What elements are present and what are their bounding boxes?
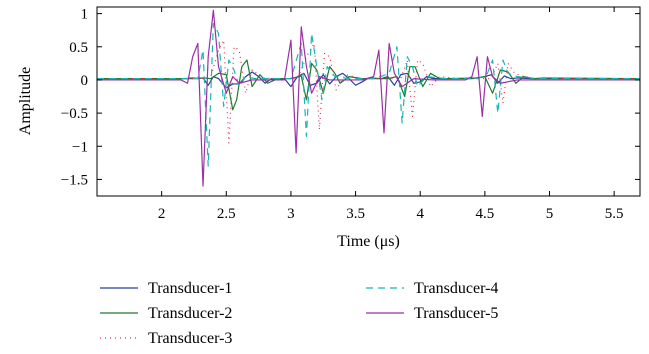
x-tick-label: 3 [287,206,295,222]
legend-label: Transducer-5 [414,305,498,322]
y-tick-label: 0 [81,73,89,89]
x-tick-label: 5.5 [605,206,624,222]
series-line-3 [97,39,640,144]
x-tick-label: 5 [546,206,554,222]
x-tick-label: 4.5 [475,206,494,222]
legend-label: Transducer-2 [148,305,232,322]
x-tick-label: 2 [158,206,166,222]
legend-label: Transducer-4 [414,280,498,297]
y-axis-label: Amplitude [17,67,34,135]
legend-label: Transducer-3 [148,330,232,347]
x-tick-label: 3.5 [346,206,365,222]
series-line-4 [97,22,640,167]
plot-frame [96,6,641,197]
y-tick-label: 0.5 [69,40,88,56]
legend-label: Transducer-1 [148,280,232,297]
y-tick-label: −1 [72,139,88,155]
y-tick-label: −1.5 [61,172,88,188]
series-line-2 [97,59,640,111]
legend: Transducer-1 Transducer-2 Transducer-3 Tran… [100,280,498,347]
x-tick-label: 4 [416,206,424,222]
x-tick-label: 2.5 [217,206,236,222]
y-tick-label: −0.5 [61,106,88,122]
ticks-layer: 2 2.5 3 3.5 4 4.5 5 5.5 1 0.5 0 −0.5 −1 −1.5 [61,7,640,222]
series-line-5 [97,9,640,187]
series-layer [97,9,640,187]
y-tick-label: 1 [81,7,89,23]
x-axis-label: Time (μs) [337,233,400,250]
